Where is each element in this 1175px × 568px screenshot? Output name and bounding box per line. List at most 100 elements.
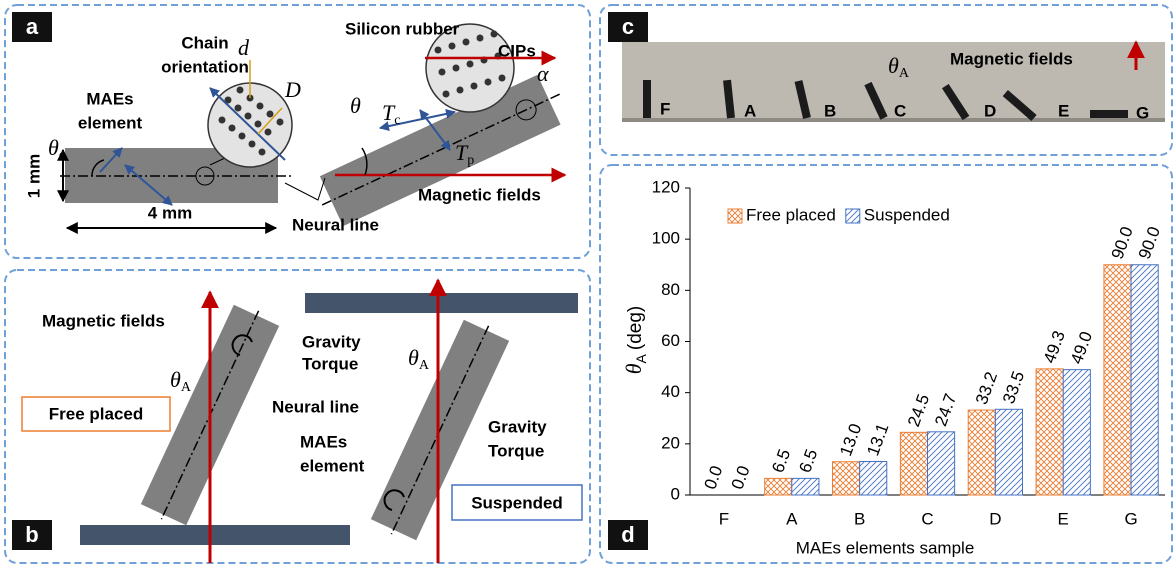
value-label: 33.5 xyxy=(999,369,1028,407)
figure: a 1 mm 4 mm θc Chain orientation MAEs el… xyxy=(0,0,1175,568)
dimension-label: 1 mm xyxy=(24,154,43,198)
leader xyxy=(285,178,325,200)
x-tick-label: E xyxy=(1058,509,1069,528)
sample-label: E xyxy=(1058,101,1069,120)
sample-label: C xyxy=(894,101,906,120)
label: Neural line xyxy=(292,215,379,234)
label: element xyxy=(300,456,365,475)
legend-swatch xyxy=(846,209,860,223)
bar xyxy=(765,478,792,495)
symbol: θA xyxy=(408,345,430,373)
value-label: 6.5 xyxy=(768,447,794,476)
x-tick-label: D xyxy=(989,509,1001,528)
symbol-main: θ xyxy=(408,345,419,370)
symbol-sub: p xyxy=(467,153,474,168)
y-tick-label: 20 xyxy=(661,433,680,452)
panel-label: a xyxy=(26,14,39,39)
bar xyxy=(1063,370,1090,495)
x-tick-label: C xyxy=(921,509,933,528)
y-tick-label: 60 xyxy=(661,331,680,350)
sample-label: D xyxy=(984,101,996,120)
value-label: 90.0 xyxy=(1108,224,1137,262)
symbol-sub: A xyxy=(899,66,910,81)
symbol: θA xyxy=(170,367,192,395)
y-tick-label: 120 xyxy=(652,177,680,196)
bar xyxy=(860,461,887,495)
symbol-sub: A xyxy=(181,380,192,395)
label: Magnetic fields xyxy=(42,311,165,330)
dimension-label: 4 mm xyxy=(148,203,192,222)
label: Neural line xyxy=(272,397,359,416)
y-tick-label: 40 xyxy=(661,382,680,401)
label: Magnetic fields xyxy=(418,185,541,204)
label: Gravity xyxy=(302,332,361,351)
label: MAEs xyxy=(86,89,133,108)
label: Torque xyxy=(488,441,544,460)
value-label: 13.1 xyxy=(863,421,892,459)
panel-c: c θA Magnetic fields F A B C D E G xyxy=(608,12,1165,122)
bar xyxy=(1036,369,1063,495)
bar xyxy=(1131,265,1158,495)
x-tick-label: G xyxy=(1124,509,1137,528)
panel-label: d xyxy=(621,522,634,547)
symbol: D xyxy=(284,77,301,102)
label: Gravity xyxy=(488,417,547,436)
symbol: d xyxy=(238,35,250,60)
label: element xyxy=(78,113,143,132)
symbol-sub: c xyxy=(59,148,65,163)
y-tick-label: 100 xyxy=(652,229,680,248)
symbol-main: θ xyxy=(888,53,899,78)
value-label: 49.0 xyxy=(1067,329,1096,367)
panel-a: a 1 mm 4 mm θc Chain orientation MAEs el… xyxy=(12,12,574,234)
bar xyxy=(792,478,819,495)
legend-swatch xyxy=(728,209,742,223)
value-label: 33.2 xyxy=(972,369,1001,407)
y-axis-label: θA (deg) xyxy=(621,306,649,375)
value-label: 24.7 xyxy=(931,391,960,429)
bar xyxy=(995,409,1022,495)
y-tick-label: 0 xyxy=(671,484,680,503)
label: CIPs xyxy=(498,41,536,60)
label: Free placed xyxy=(49,404,144,423)
plate xyxy=(305,293,578,313)
sample-label: A xyxy=(744,101,756,120)
panel-label: c xyxy=(622,14,634,39)
value-label: 0.0 xyxy=(728,463,754,492)
value-label: 0.0 xyxy=(700,463,726,492)
y-label-unit: (deg) xyxy=(625,306,646,350)
bar xyxy=(833,462,860,495)
bar xyxy=(928,432,955,495)
legend-label: Free placed xyxy=(746,205,836,224)
x-tick-label: A xyxy=(786,509,798,528)
bar xyxy=(1104,265,1131,495)
x-tick-label: F xyxy=(719,509,729,528)
y-label-symbol: θ xyxy=(621,363,646,374)
value-label: 24.5 xyxy=(904,392,933,430)
symbol-main: θ xyxy=(170,367,181,392)
symbol: α xyxy=(537,61,549,86)
symbol: θc xyxy=(48,135,65,163)
symbol-sub: c xyxy=(394,113,400,128)
bar xyxy=(900,432,927,495)
value-label: 6.5 xyxy=(795,447,821,476)
symbol-sub: A xyxy=(419,358,430,373)
panel-label: b xyxy=(25,522,38,547)
sample-label: B xyxy=(824,101,836,120)
y-label-sub: A xyxy=(633,353,649,363)
bar xyxy=(968,410,995,495)
x-axis-label: MAEs elements sample xyxy=(796,538,975,557)
sample-label: F xyxy=(660,99,670,118)
plate xyxy=(80,525,350,545)
symbol: Tc xyxy=(382,100,400,128)
y-tick-label: 80 xyxy=(661,280,680,299)
symbol-main: θ xyxy=(48,135,59,160)
value-label: 13.0 xyxy=(836,421,865,459)
legend-label: Suspended xyxy=(864,205,950,224)
panel-b: b Magnetic fields Gravity Torque θA Neur… xyxy=(12,280,582,563)
panel-border xyxy=(600,165,1172,563)
value-label: 90.0 xyxy=(1135,224,1164,262)
label: Suspended xyxy=(471,493,563,512)
label: Silicon rubber xyxy=(345,19,460,38)
label: MAEs xyxy=(300,432,347,451)
label: orientation xyxy=(161,57,249,76)
